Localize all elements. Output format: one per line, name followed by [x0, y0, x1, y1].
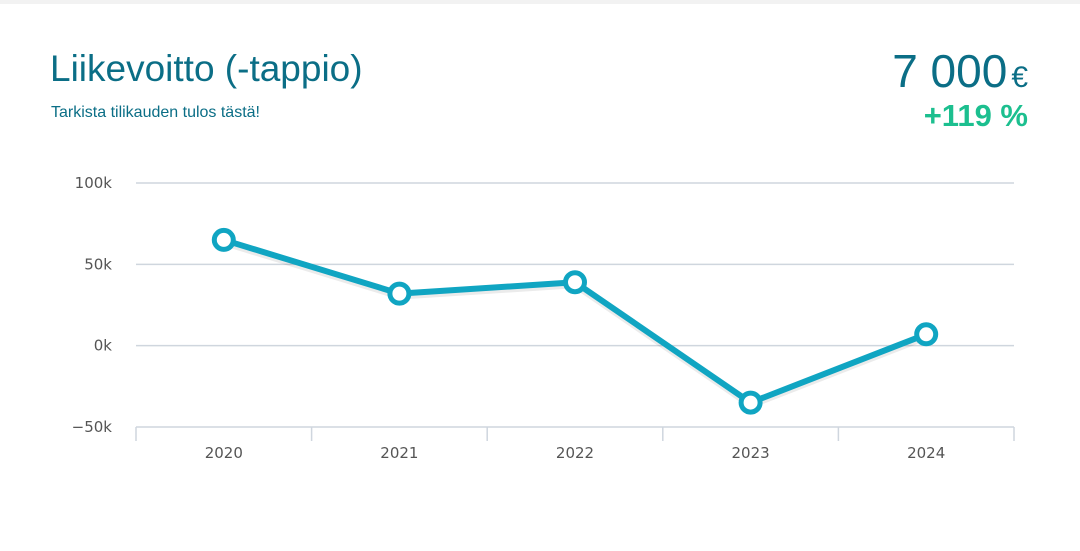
- axes: 100k 50k 0k −50k 2020 2021 2022 2023 2024: [72, 174, 1015, 462]
- y-tick-label: 100k: [75, 174, 113, 192]
- data-point: [387, 281, 412, 306]
- y-tick-label: 0k: [94, 337, 113, 355]
- x-tick-label: 2021: [380, 444, 418, 462]
- kpi-change-badge: +119 %: [923, 98, 1028, 133]
- chart-card: Liikevoitto (-tappio) Tarkista tilikaude…: [0, 4, 1080, 551]
- data-point: [738, 390, 763, 415]
- series-line-shadow: [222, 240, 928, 409]
- series: [211, 227, 939, 415]
- data-point: [914, 322, 939, 347]
- grid: [136, 182, 1014, 428]
- x-tick-label: 2023: [732, 444, 770, 462]
- chart-title: Liikevoitto (-tappio): [50, 48, 363, 89]
- x-tick-label: 2024: [907, 444, 945, 462]
- kpi-currency: €: [1011, 61, 1028, 94]
- chart-subtitle: Tarkista tilikauden tulos tästä!: [51, 104, 260, 121]
- x-tick-label: 2020: [205, 444, 243, 462]
- y-tick-label: −50k: [72, 418, 113, 436]
- data-point: [563, 270, 587, 295]
- kpi-amount: 7 000: [892, 45, 1008, 97]
- y-tick-label: 50k: [84, 255, 112, 273]
- x-tick-label: 2022: [556, 444, 594, 462]
- data-point: [211, 227, 236, 252]
- kpi-value: 7 000 €: [892, 48, 1028, 94]
